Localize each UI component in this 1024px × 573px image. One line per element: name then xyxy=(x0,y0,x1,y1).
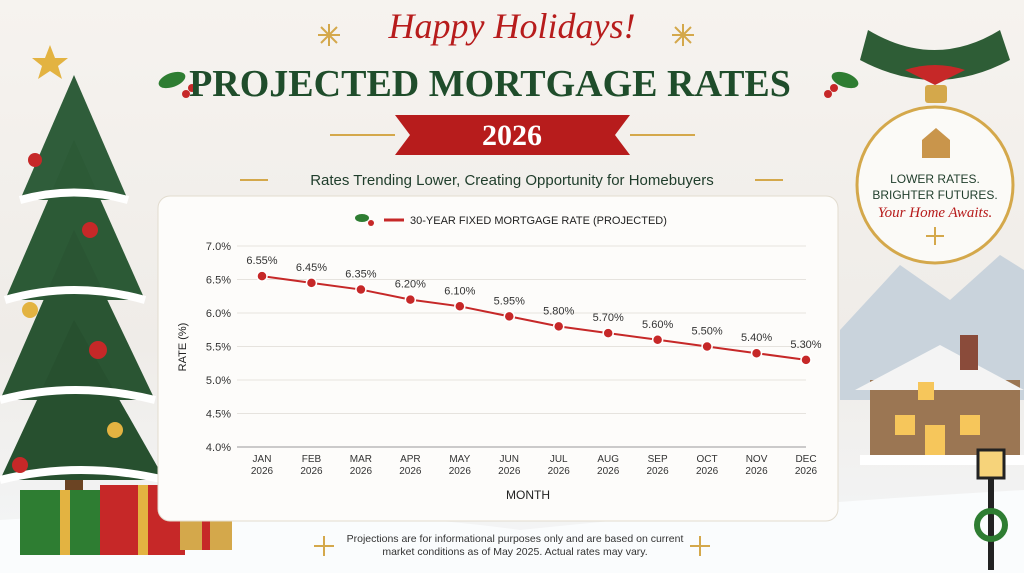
x-tick-label: OCT 2026 xyxy=(695,454,719,477)
y-tick-label: 5.5% xyxy=(206,342,231,354)
data-point xyxy=(552,320,565,333)
data-label: 5.95% xyxy=(494,295,525,307)
snowflakes xyxy=(314,24,710,556)
x-tick-label: AUG 2026 xyxy=(597,454,620,477)
y-tick-label: 4.5% xyxy=(206,409,231,421)
y-axis-label: RATE (%) xyxy=(177,323,189,372)
ornament-tagline: Your Home Awaits. xyxy=(878,205,993,221)
x-tick-label: JAN 2026 xyxy=(250,454,274,477)
data-point xyxy=(454,300,466,313)
data-label: 5.40% xyxy=(741,332,772,344)
x-axis-label: MONTH xyxy=(506,488,550,502)
x-tick-label: NOV 2026 xyxy=(745,454,768,477)
christmas-tree xyxy=(0,45,166,510)
data-point xyxy=(404,293,417,306)
series-line xyxy=(261,275,807,361)
greeting: Happy Holidays! xyxy=(388,6,636,46)
x-tick-label: MAY 2026 xyxy=(448,454,471,477)
data-label: 5.30% xyxy=(790,339,821,351)
x-tick-label: FEB 2026 xyxy=(300,454,323,477)
data-label: 5.50% xyxy=(691,326,722,338)
data-point xyxy=(305,277,318,289)
x-tick-label: JUN 2026 xyxy=(498,454,521,477)
data-label: 6.10% xyxy=(444,285,475,297)
data-point xyxy=(701,340,713,353)
lamp-post xyxy=(974,448,1008,570)
data-label: 5.80% xyxy=(543,305,574,317)
data-point xyxy=(800,354,812,366)
x-tick-label: JUL 2026 xyxy=(547,454,570,477)
title: PROJECTED MORTGAGE RATES xyxy=(189,63,791,105)
data-label: 6.45% xyxy=(296,262,327,274)
data-label: 5.70% xyxy=(593,312,624,324)
year-badge: 2026 xyxy=(482,119,542,152)
subtitle: Rates Trending Lower, Creating Opportuni… xyxy=(310,172,714,189)
ornament xyxy=(855,30,1015,265)
ornament-line: BRIGHTER FUTURES. xyxy=(872,188,997,202)
data-label: 5.60% xyxy=(642,319,673,331)
y-tick-label: 5.0% xyxy=(206,375,231,387)
data-point xyxy=(750,347,763,359)
data-point xyxy=(602,327,614,339)
cabin xyxy=(855,335,1024,465)
y-tick-label: 6.5% xyxy=(206,275,231,287)
data-point xyxy=(651,334,664,346)
legend xyxy=(355,214,404,226)
plot: 4.0% 4.5% 5.0% 5.5% 6.0% 6.5% 7.0% 6.55% 6.45% 6.… xyxy=(206,241,822,454)
x-tick-label: APR 2026 xyxy=(399,454,422,477)
data-label: 6.55% xyxy=(246,255,277,267)
data-label: 6.20% xyxy=(395,279,426,291)
footnote: Projections are for informational purpos… xyxy=(346,533,684,558)
data-point xyxy=(355,283,367,296)
x-tick-label: MAR 2026 xyxy=(349,454,373,477)
data-label: 6.35% xyxy=(345,269,376,281)
data-point xyxy=(256,270,268,282)
holly xyxy=(158,71,859,98)
y-tick-label: 6.0% xyxy=(206,308,231,320)
ornament-line: LOWER RATES. xyxy=(890,172,980,186)
legend-label: 30-YEAR FIXED MORTGAGE RATE (PROJECTED) xyxy=(410,215,667,227)
y-tick-label: 7.0% xyxy=(206,241,231,253)
y-tick-label: 4.0% xyxy=(206,442,231,454)
x-tick-label: DEC 2026 xyxy=(794,454,818,477)
ribbon xyxy=(395,115,630,155)
data-point xyxy=(503,310,516,323)
x-tick-label: SEP 2026 xyxy=(646,454,669,477)
chart-panel xyxy=(157,195,839,522)
